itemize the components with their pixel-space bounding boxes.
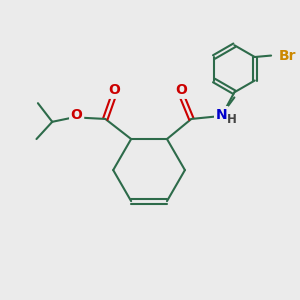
Text: O: O — [71, 108, 82, 122]
Text: H: H — [227, 113, 237, 126]
Text: O: O — [176, 83, 187, 97]
Text: Br: Br — [278, 49, 296, 63]
Text: O: O — [108, 83, 120, 97]
Text: N: N — [216, 108, 227, 122]
